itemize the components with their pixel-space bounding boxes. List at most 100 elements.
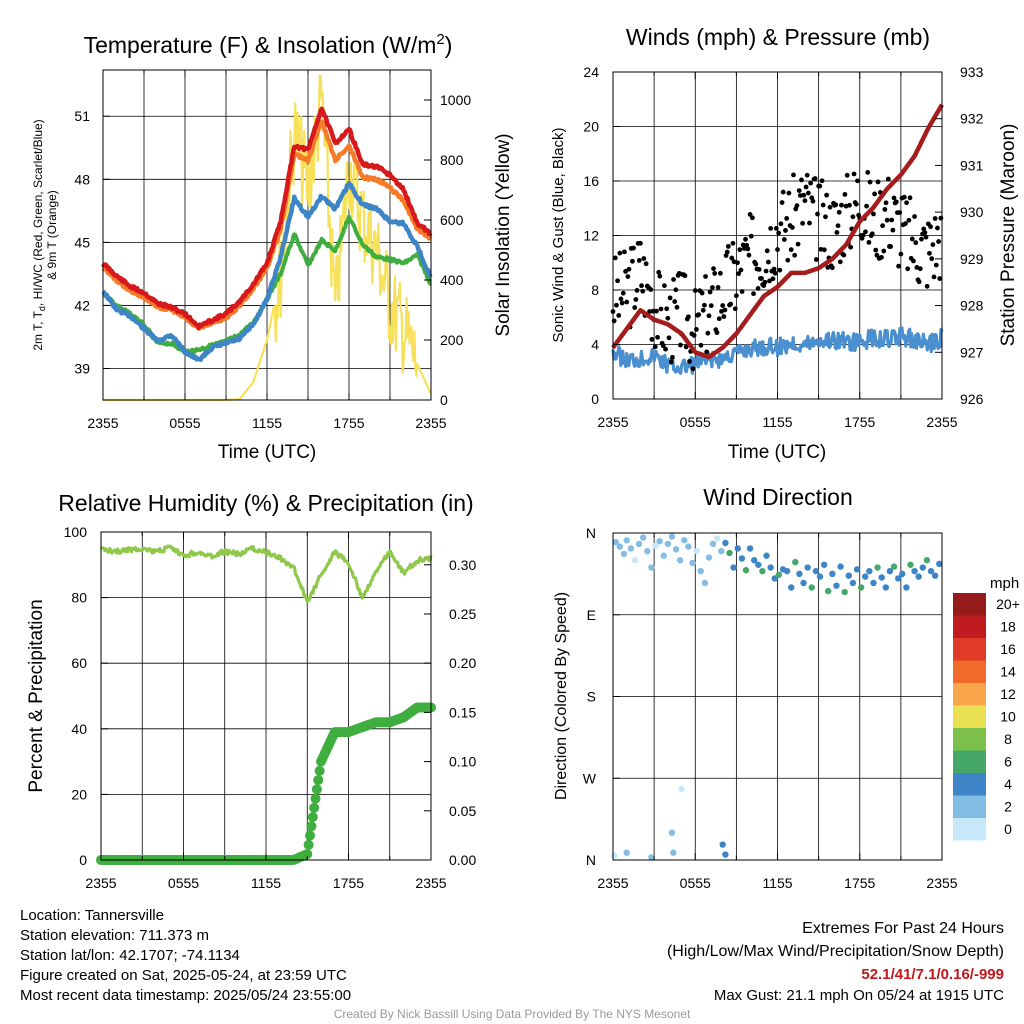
gust-point <box>860 232 866 238</box>
y-tick-label: 12 <box>583 228 599 244</box>
wind-direction-point <box>722 539 729 547</box>
gust-point <box>907 195 913 201</box>
gust-point <box>691 333 697 338</box>
gust-point <box>906 217 912 223</box>
gust-point <box>884 217 890 223</box>
gust-point <box>930 242 936 247</box>
y2-tick-label: 0.25 <box>449 606 476 622</box>
y2-tick-label: 1000 <box>440 92 471 108</box>
y2-tick-label: 800 <box>440 152 464 168</box>
gust-point <box>896 263 901 269</box>
y-tick-label: 42 <box>74 297 90 313</box>
wind-direction-point <box>670 849 677 856</box>
colorbar-label: 0 <box>1004 821 1012 837</box>
wind-direction-point <box>718 547 725 555</box>
speed-colorbar: 20+ 18 16 14 12 10 8 6 4 2 0 <box>953 593 1020 841</box>
x-tick-label: 2355 <box>415 415 446 431</box>
gust-point <box>879 254 884 260</box>
gust-point <box>636 258 642 263</box>
gust-point <box>788 247 794 253</box>
gust-point <box>666 335 672 341</box>
gust-point <box>722 307 728 313</box>
gust-point <box>800 220 806 226</box>
gust-point <box>922 230 928 236</box>
wind-direction-point <box>870 579 877 587</box>
wind-direction-y-axis-label: Direction (Colored By Speed) <box>553 592 570 800</box>
y2-tick-label: 400 <box>440 272 464 288</box>
gust-point <box>799 177 804 183</box>
gust-point <box>736 271 742 277</box>
temperature-chart-title: Temperature (F) & Insolation (W/m2) <box>84 31 453 58</box>
gust-point <box>747 211 753 217</box>
wind-direction-point <box>623 849 630 856</box>
gust-point <box>685 314 691 320</box>
gust-point <box>781 237 787 242</box>
precipitation-point <box>311 784 322 795</box>
colorbar-swatch <box>953 638 986 661</box>
gust-point <box>683 344 689 350</box>
gust-point <box>796 188 802 193</box>
x-tick-label: 1155 <box>251 875 281 891</box>
gust-point <box>795 241 801 247</box>
station-elevation: Station elevation: 711.373 m <box>20 927 210 944</box>
gust-point <box>928 224 933 230</box>
gust-point <box>630 258 635 264</box>
x-tick-label: 0555 <box>680 875 711 891</box>
y2-tick-label: 931 <box>960 157 984 173</box>
gust-point <box>837 259 843 265</box>
gust-point <box>771 266 777 272</box>
wind-direction-point <box>611 852 618 859</box>
wind-direction-point <box>681 537 688 544</box>
gust-point <box>673 287 679 293</box>
temperature-grid <box>103 70 431 400</box>
gust-point <box>715 285 721 290</box>
winds-chart-title: Winds (mph) & Pressure (mb) <box>626 24 930 50</box>
wind-direction-point <box>792 558 799 566</box>
wind-direction-point <box>652 542 659 549</box>
gust-point <box>674 304 680 310</box>
gust-point <box>672 299 678 304</box>
gust-point <box>851 171 857 177</box>
precipitation-point <box>302 849 313 860</box>
gust-point <box>612 255 618 261</box>
y2-tick-label: 200 <box>440 332 464 348</box>
wind-direction-point <box>841 588 848 596</box>
gust-point <box>916 279 922 285</box>
wind-direction-point <box>616 543 624 550</box>
gust-point <box>931 274 937 280</box>
speed-legend-title: mph <box>990 575 1019 592</box>
gust-point <box>619 300 625 306</box>
y-tick-label: 45 <box>74 234 90 250</box>
gust-point <box>805 190 811 196</box>
y-tick-label: 8 <box>591 282 599 298</box>
temperature-y-axis-label: 2m T, Td, HI/WC (Red, Green, Scarlet/Blu… <box>31 119 47 350</box>
gust-point <box>791 172 796 178</box>
gust-point <box>848 244 854 250</box>
colorbar-label: 20+ <box>996 596 1020 612</box>
x-tick-label: 1755 <box>844 875 875 891</box>
wind-direction-point <box>866 567 873 575</box>
figure-created: Figure created on Sat, 2025-05-24, at 23… <box>20 967 347 984</box>
winds-x-axis-label: Time (UTC) <box>728 442 827 463</box>
y2-tick-label: 933 <box>960 64 984 80</box>
y-tick-label: 80 <box>71 590 87 606</box>
gust-point <box>658 306 664 312</box>
gust-point <box>640 288 646 294</box>
colorbar-label: 16 <box>1000 641 1016 657</box>
wind-direction-point <box>734 545 741 552</box>
wind-direction-point <box>845 572 852 579</box>
y2-tick-label: 927 <box>960 344 984 360</box>
gust-point <box>827 204 833 210</box>
gust-point <box>898 251 904 257</box>
wind-direction-point <box>627 545 635 552</box>
gust-point <box>813 257 819 262</box>
gust-point <box>668 359 674 365</box>
extremes-values: 52.1/41/7.1/0.16/-999 <box>861 966 1004 983</box>
gust-point <box>775 247 780 252</box>
gust-point <box>911 258 916 264</box>
gust-point <box>656 269 662 275</box>
colorbar-swatch <box>953 683 986 706</box>
gust-point <box>889 217 895 223</box>
gust-point <box>745 246 751 252</box>
gust-point <box>724 249 730 255</box>
